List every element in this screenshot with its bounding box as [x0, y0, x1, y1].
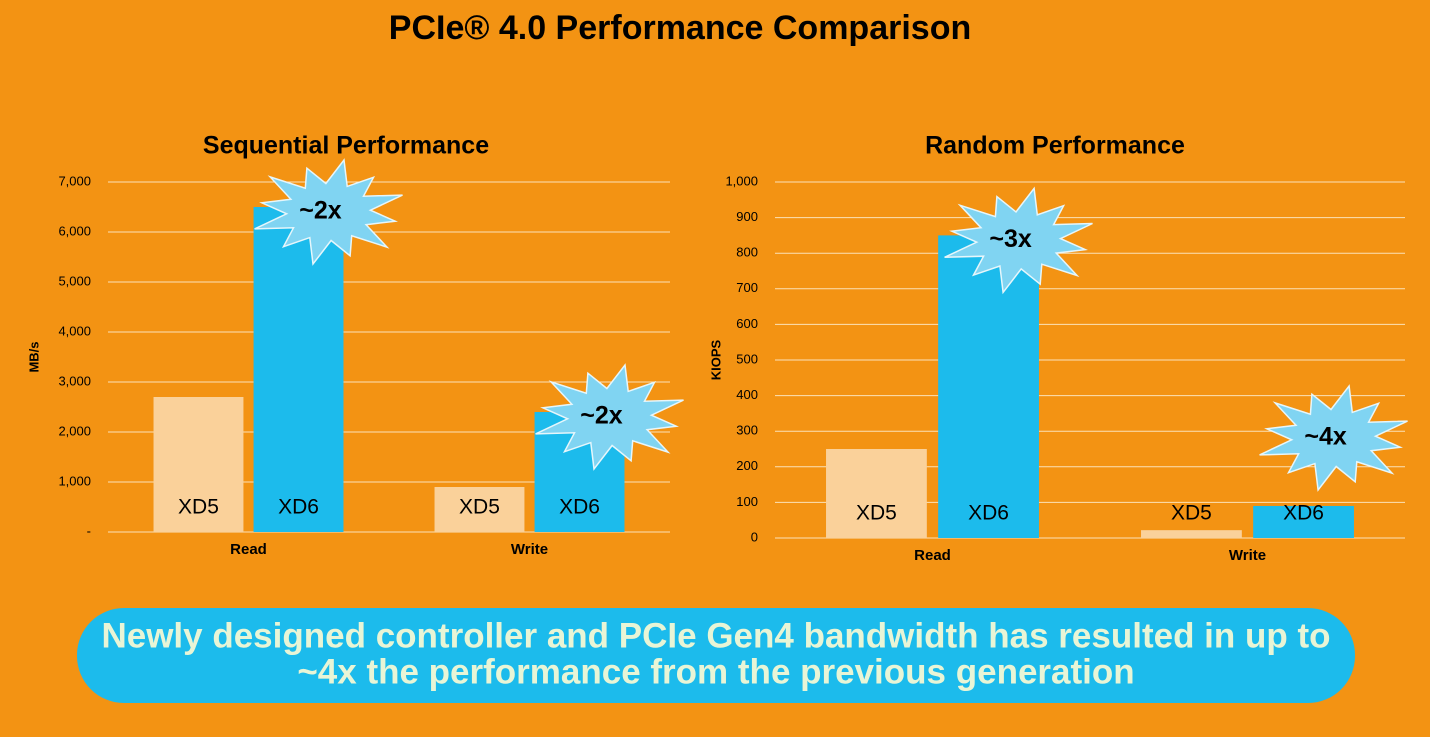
burst: [944, 186, 1093, 295]
y-tick-label: 200: [736, 458, 758, 473]
annotation: ~2x: [580, 402, 623, 430]
series-label: XD5: [178, 496, 219, 519]
series-label: XD6: [278, 496, 319, 519]
bar: [1253, 505, 1354, 538]
slide-title: PCIe® 4.0 Performance Comparison: [389, 9, 971, 47]
series-label: XD5: [1171, 502, 1212, 525]
series-label: XD5: [459, 496, 500, 519]
series-label: XD6: [559, 496, 600, 519]
x-tick-label: Write: [1229, 547, 1266, 564]
y-tick-label: 800: [736, 245, 758, 260]
y-tick-label: 4,000: [58, 323, 91, 338]
chart-title: Random Performance: [925, 132, 1185, 160]
annotation: ~3x: [989, 225, 1032, 253]
burst: [254, 158, 403, 266]
bar: [253, 207, 344, 532]
y-tick-label: 900: [736, 209, 758, 224]
bar: [938, 235, 1039, 538]
x-tick-label: Read: [914, 547, 951, 564]
series-label: XD5: [856, 502, 897, 525]
bar: [826, 449, 927, 538]
y-tick-label: 3,000: [58, 373, 91, 388]
chart-title: Sequential Performance: [203, 132, 489, 160]
footer-line: Newly designed controller and PCIe Gen4 …: [101, 616, 1330, 655]
y-tick-label: 2,000: [58, 423, 91, 438]
footer-line: ~4x the performance from the previous ge…: [297, 652, 1134, 691]
y-tick-label: 1,000: [725, 173, 758, 188]
bar: [434, 487, 525, 532]
y-tick-label: 300: [736, 423, 758, 438]
y-tick-label: 7,000: [58, 173, 91, 188]
y-tick-label: 100: [736, 494, 758, 509]
burst: [1259, 384, 1408, 492]
bar: [153, 397, 244, 532]
y-tick-label: 700: [736, 280, 758, 295]
y-axis-label: MB/s: [26, 341, 41, 372]
y-tick-label: 500: [736, 351, 758, 366]
series-label: XD6: [1283, 502, 1324, 525]
y-axis-label: KIOPS: [708, 339, 723, 380]
y-tick-label: 1,000: [58, 473, 91, 488]
annotation: ~4x: [1304, 423, 1347, 451]
series-label: XD6: [968, 502, 1009, 525]
y-tick-label: 600: [736, 316, 758, 331]
y-tick-label: 6,000: [58, 223, 91, 238]
bar: [1141, 530, 1242, 538]
y-tick-label: 5,000: [58, 273, 91, 288]
x-tick-label: Write: [511, 541, 548, 558]
x-tick-label: Read: [230, 541, 267, 558]
annotation: ~2x: [299, 197, 342, 225]
y-tick-label: 0: [751, 529, 758, 544]
y-tick-label: -: [87, 523, 91, 538]
footer-banner: [77, 608, 1355, 703]
y-tick-label: 400: [736, 387, 758, 402]
burst: [535, 363, 684, 471]
